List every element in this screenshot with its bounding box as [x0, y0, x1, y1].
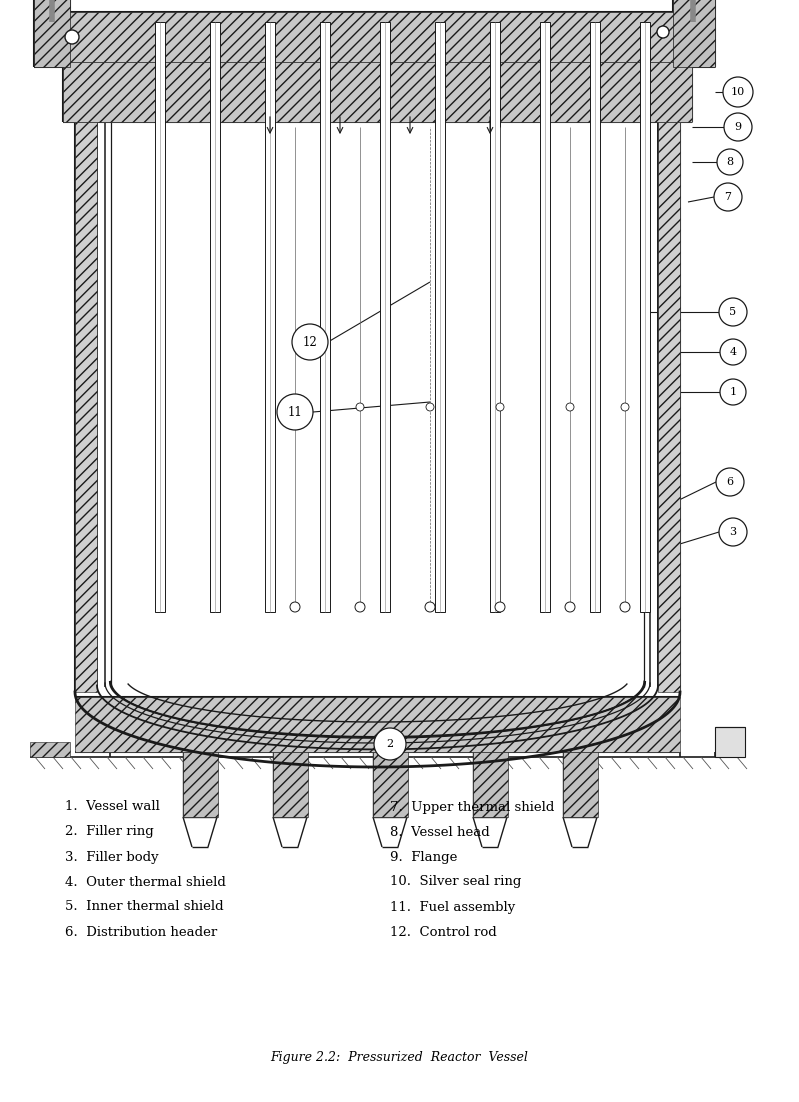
Bar: [490, 22, 500, 612]
Bar: [265, 22, 275, 612]
Circle shape: [566, 403, 574, 411]
Bar: [435, 22, 445, 612]
Circle shape: [426, 403, 434, 411]
Circle shape: [719, 518, 747, 545]
Circle shape: [720, 339, 746, 365]
Bar: [373, 752, 408, 817]
Circle shape: [621, 403, 629, 411]
Text: 3.  Filler body: 3. Filler body: [65, 851, 159, 864]
Bar: [715, 727, 745, 757]
Bar: [380, 22, 390, 612]
Text: 10: 10: [731, 87, 745, 97]
Text: 3: 3: [729, 527, 737, 537]
Text: 2.  Filler ring: 2. Filler ring: [65, 825, 153, 839]
Text: 8.  Vessel head: 8. Vessel head: [390, 825, 490, 839]
Circle shape: [620, 602, 630, 612]
Bar: [540, 22, 550, 612]
Text: 11.  Fuel assembly: 11. Fuel assembly: [390, 900, 515, 914]
Bar: [75, 122, 97, 692]
Circle shape: [720, 379, 746, 406]
Circle shape: [374, 728, 406, 760]
Circle shape: [657, 26, 669, 37]
Circle shape: [719, 298, 747, 326]
Circle shape: [425, 602, 435, 612]
Circle shape: [714, 183, 742, 210]
Bar: [68, 12, 687, 62]
Bar: [155, 22, 165, 612]
Bar: [30, 742, 70, 757]
Circle shape: [723, 77, 753, 107]
Bar: [590, 22, 600, 612]
Circle shape: [65, 30, 79, 44]
Circle shape: [495, 602, 505, 612]
Circle shape: [277, 395, 313, 430]
Text: 1: 1: [729, 387, 737, 397]
Bar: [658, 122, 680, 692]
Text: 12.  Control rod: 12. Control rod: [390, 926, 497, 939]
Text: 1.  Vessel wall: 1. Vessel wall: [65, 800, 160, 813]
Circle shape: [355, 602, 365, 612]
Bar: [183, 752, 218, 817]
Text: 2: 2: [387, 739, 394, 749]
Text: 5.  Inner thermal shield: 5. Inner thermal shield: [65, 900, 224, 914]
Circle shape: [356, 403, 364, 411]
Circle shape: [292, 324, 328, 360]
Text: Figure 2.2:  Pressurized  Reactor  Vessel: Figure 2.2: Pressurized Reactor Vessel: [270, 1050, 528, 1063]
Text: 4.  Outer thermal shield: 4. Outer thermal shield: [65, 875, 226, 888]
Text: 10.  Silver seal ring: 10. Silver seal ring: [390, 875, 522, 888]
Bar: [563, 752, 598, 817]
Text: 8: 8: [726, 156, 733, 168]
Circle shape: [290, 602, 300, 612]
Text: 6: 6: [726, 477, 733, 487]
Text: 5: 5: [729, 307, 737, 317]
Circle shape: [565, 602, 575, 612]
Bar: [640, 22, 650, 612]
Circle shape: [717, 149, 743, 175]
Circle shape: [291, 403, 299, 411]
Text: 12: 12: [303, 335, 317, 348]
Text: 7: 7: [725, 192, 732, 202]
Text: 7.  Upper thermal shield: 7. Upper thermal shield: [390, 800, 555, 813]
Bar: [63, 62, 692, 122]
Text: 6.  Distribution header: 6. Distribution header: [65, 926, 217, 939]
Text: 4: 4: [729, 347, 737, 357]
Circle shape: [496, 403, 504, 411]
Text: 9.  Flange: 9. Flange: [390, 851, 457, 864]
Bar: [210, 22, 220, 612]
Bar: [34, 0, 70, 67]
Bar: [473, 752, 508, 817]
Bar: [273, 752, 308, 817]
Text: 11: 11: [288, 406, 302, 419]
Circle shape: [724, 114, 752, 141]
Bar: [75, 696, 680, 752]
Bar: [673, 0, 715, 67]
Circle shape: [716, 468, 744, 496]
Text: 9: 9: [734, 122, 741, 132]
Bar: [320, 22, 330, 612]
